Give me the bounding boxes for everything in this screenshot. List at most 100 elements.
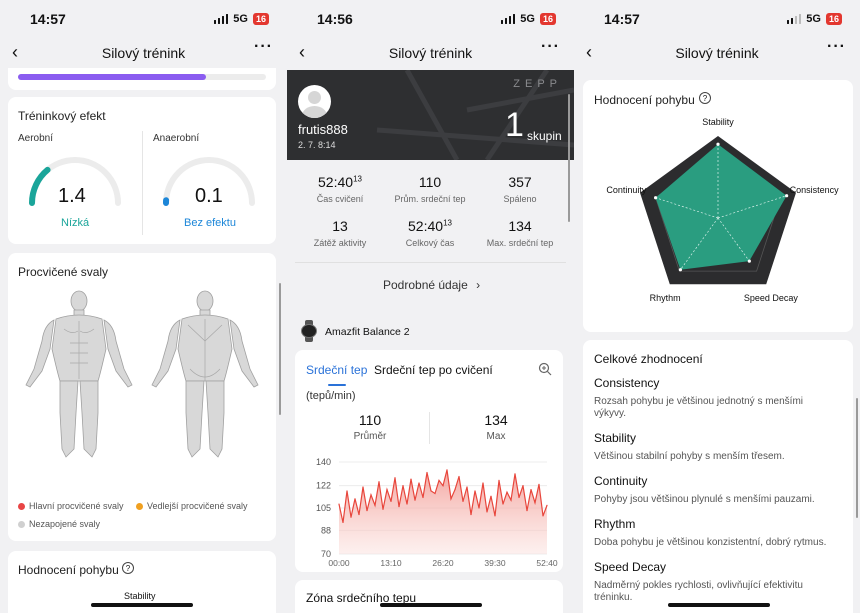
zoom-icon[interactable] — [538, 362, 552, 376]
hr-point — [518, 496, 520, 499]
network-label: 5G — [520, 13, 535, 25]
progress-card — [8, 68, 276, 90]
avatar[interactable] — [298, 85, 331, 118]
stat-value: 357 — [475, 174, 565, 190]
hr-point — [530, 489, 532, 491]
body-front-figure — [25, 290, 133, 458]
battery-icon: 16 — [825, 13, 842, 25]
legend-unused-label: Nezapojené svaly — [29, 519, 101, 529]
signal-icon — [786, 14, 802, 24]
stat-label: Zátěž aktivity — [313, 238, 367, 248]
stat-value: 52:4013 — [385, 218, 475, 234]
radar-point — [785, 194, 789, 198]
back-icon[interactable]: ‹ — [586, 42, 592, 62]
radar-point — [747, 259, 751, 263]
hr-point — [414, 499, 416, 501]
legend-dot-secondary — [136, 502, 143, 510]
gauge-track — [163, 157, 255, 206]
tab-heart-rate[interactable]: Srdeční tep — [306, 363, 368, 377]
tab-underline — [328, 384, 346, 386]
stat-value: 110 — [385, 174, 475, 190]
scrollbar[interactable] — [568, 94, 570, 222]
scrollbar[interactable] — [856, 398, 858, 518]
hr-point — [338, 503, 340, 505]
more-icon[interactable]: ··· — [827, 38, 846, 55]
scrollbar[interactable] — [279, 283, 281, 415]
x-tick-label: 39:30 — [484, 558, 506, 568]
back-icon[interactable]: ‹ — [12, 42, 18, 62]
aerobic-label: Aerobní — [18, 133, 54, 144]
x-tick-label: 26:20 — [432, 558, 454, 568]
hr-point — [454, 489, 456, 491]
evaluation-heading: Continuity — [594, 474, 648, 488]
hr-point — [466, 486, 468, 488]
hr-point — [462, 500, 464, 503]
movement-teaser-title: Hodnocení pohybu — [18, 563, 119, 577]
muscles-card: Procvičené svaly — [8, 253, 276, 541]
more-icon[interactable]: ··· — [541, 38, 560, 55]
home-indicator[interactable] — [91, 603, 193, 607]
progress-bar — [18, 74, 266, 80]
nav-bar: ‹ Silový trénink ··· — [0, 38, 287, 68]
back-icon[interactable]: ‹ — [299, 42, 305, 62]
hr-point — [498, 479, 500, 481]
y-tick-label: 140 — [316, 457, 331, 467]
aerobic-value: 1.4 — [58, 185, 86, 207]
heart-rate-card: Srdeční tep Srdeční tep po cvičení (tepů… — [295, 350, 563, 572]
radar-spoke — [680, 217, 719, 270]
evaluation-description: Pohyby jsou většinou plynulé s menšími p… — [594, 494, 815, 505]
hr-point — [430, 490, 432, 492]
phone-screen-1: 14:57 5G 16 ‹ Silový trénink ··· Trénink… — [0, 0, 287, 613]
legend-secondary-label: Vedlejší procvičené svaly — [147, 501, 248, 511]
battery-icon: 16 — [252, 13, 269, 25]
help-icon[interactable]: ? — [122, 562, 134, 574]
divider — [429, 412, 430, 444]
anaerobic-gauge — [162, 157, 255, 206]
hr-point — [458, 475, 460, 478]
hr-unit: (tepů/min) — [306, 390, 356, 402]
home-indicator[interactable] — [668, 603, 770, 607]
phone-screen-3: 14:57 5G 16 ‹ Silový trénink ··· Hodnoce… — [574, 0, 860, 613]
evaluation-description: Nadměrný pokles rychlosti, ovlivňující e… — [594, 580, 803, 603]
help-icon[interactable]: ? — [699, 92, 711, 104]
hr-point — [482, 482, 484, 484]
workout-date: 2. 7. 8:14 — [298, 140, 336, 150]
hr-point — [538, 483, 540, 485]
anaerobic-label: Anaerobní — [153, 133, 200, 144]
hr-point — [506, 491, 508, 493]
evaluation-heading: Stability — [594, 431, 637, 445]
tab-heart-rate-after[interactable]: Srdeční tep po cvičení — [374, 363, 493, 377]
radar-axis-label: Speed Decay — [744, 293, 799, 303]
hr-point — [382, 508, 384, 510]
radar-title: Hodnocení pohybu — [594, 93, 695, 107]
hr-point — [402, 485, 404, 487]
radar-spoke — [717, 217, 750, 262]
radar-axis-label: Consistency — [790, 185, 840, 195]
details-link-label: Podrobné údaje — [383, 278, 468, 292]
hr-point — [362, 486, 364, 488]
radar-point — [678, 268, 683, 272]
x-tick-label: 13:10 — [380, 558, 402, 568]
movement-teaser-card: Hodnocení pohybu ? Stability — [8, 551, 276, 613]
gauge-fill — [29, 166, 51, 206]
hr-point — [542, 515, 544, 517]
aerobic-gauge — [29, 157, 121, 206]
radar-axis-label: Rhythm — [650, 293, 681, 303]
hr-point — [386, 489, 388, 491]
anaerobic-value: 0.1 — [195, 185, 223, 207]
legend-primary-label: Hlavní procvičené svaly — [29, 501, 124, 511]
hr-point — [374, 504, 376, 506]
more-icon[interactable]: ··· — [254, 38, 273, 55]
radar-axis-label: Continuity — [606, 185, 647, 195]
home-indicator[interactable] — [380, 603, 482, 607]
hr-point — [370, 494, 372, 496]
stat-value-main: 52:40 — [408, 218, 444, 234]
hr-point — [502, 503, 504, 505]
y-tick-label: 70 — [321, 549, 331, 559]
details-link[interactable]: Podrobné údaje › — [383, 278, 480, 292]
hr-point — [442, 485, 444, 487]
user-name: frutis888 — [298, 122, 348, 137]
legend-secondary: Vedlejší procvičené svaly — [136, 501, 248, 511]
legend-dot-unused — [18, 520, 25, 528]
hr-point — [426, 471, 428, 474]
